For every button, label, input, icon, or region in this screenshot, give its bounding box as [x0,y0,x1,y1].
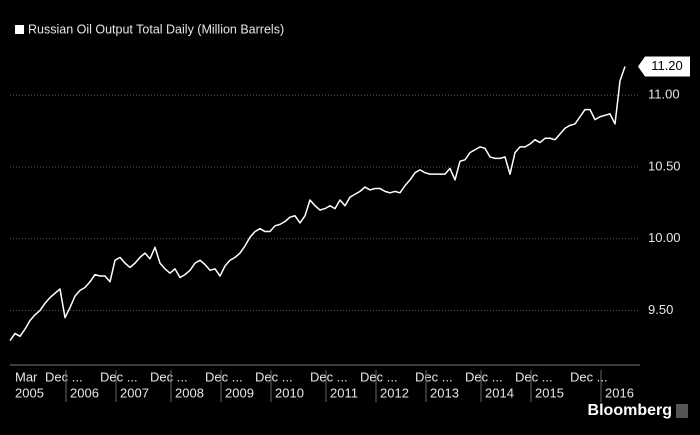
y-tick-label: 9.50 [648,302,673,317]
year-tick-label: 2005 [15,385,44,400]
year-tick-label: 2008 [175,385,204,400]
x-tick-label: Mar [15,369,38,384]
y-tick-label: 10.00 [648,230,681,245]
x-tick-label: Dec ... [570,369,608,384]
y-tick-label: 11.00 [648,87,680,102]
y-tick-label: 10.50 [648,158,681,173]
x-tick-label: Dec ... [310,369,348,384]
year-tick-label: 2012 [380,385,409,400]
x-tick-label: Dec ... [255,369,293,384]
year-tick-label: 2006 [70,385,99,400]
x-tick-label: Dec ... [465,369,503,384]
source-logo: Bloomberg [588,402,672,419]
line-series [9,66,626,342]
x-tick-label: Dec ... [360,369,398,384]
x-tick-label: Dec ... [415,369,453,384]
year-tick-label: 2016 [605,385,634,400]
last-value-box [638,56,690,77]
chart-title: Russian Oil Output Total Daily (Million … [28,22,284,36]
x-tick-label: Dec ... [45,369,83,384]
year-tick-label: 2007 [120,385,149,400]
x-tick-label: Dec ... [205,369,243,384]
year-tick-label: 2015 [535,385,564,400]
year-tick-label: 2014 [485,385,514,400]
x-tick-label: Dec ... [515,369,553,384]
year-tick-label: 2009 [225,385,254,400]
year-tick-label: 2011 [330,385,358,400]
year-tick-label: 2010 [275,385,304,400]
logo-icon [676,404,688,418]
last-value-label: 11.20 [651,58,683,73]
year-tick-label: 2013 [430,385,459,400]
legend-swatch [15,25,24,34]
x-tick-label: Dec ... [100,369,138,384]
x-tick-label: Dec ... [150,369,188,384]
